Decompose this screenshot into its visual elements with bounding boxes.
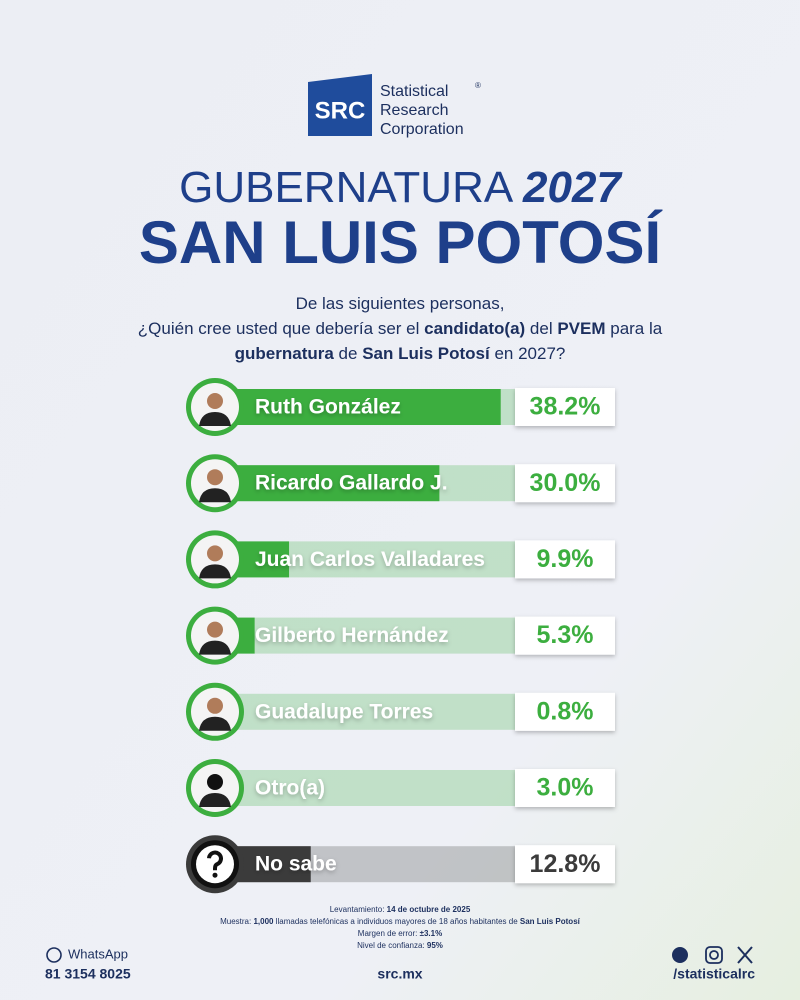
text-line: ¿Quién cree usted que debería ser el can… xyxy=(138,319,663,338)
logo: SRC Statistical ® Research Corporation xyxy=(308,74,481,138)
avatar-body xyxy=(199,412,231,426)
bars: 38.2% Ruth González 30.0% Ricardo Gallardo … xyxy=(186,378,615,894)
text-segment: 14 de octubre de 2025 xyxy=(387,905,471,914)
notes: Levantamiento: 14 de octubre de 2025 Mues… xyxy=(220,905,581,950)
subtitle: SAN LUIS POTOSÍ xyxy=(139,209,663,276)
category-label: Otro(a) xyxy=(255,777,325,800)
x-icon[interactable] xyxy=(737,946,753,964)
bar xyxy=(215,389,501,425)
text-segment: en 2027? xyxy=(490,344,566,363)
category-label: Guadalupe Torres xyxy=(255,700,433,723)
value-label: 38.2% xyxy=(530,393,601,421)
logo-line: Corporation xyxy=(380,121,464,138)
text-segment: Nivel de confianza: xyxy=(357,941,427,950)
text-line: Muestra: 1,000 llamadas telefónicas a in… xyxy=(220,917,581,926)
category-label: Ruth González xyxy=(255,396,401,419)
text-segment: llamadas telefónicas a individuos mayore… xyxy=(273,917,519,926)
category-label: Juan Carlos Valladares xyxy=(255,548,485,571)
value-box xyxy=(515,769,615,807)
logo-mark: ® xyxy=(475,81,481,90)
category-label: No sabe xyxy=(255,853,337,876)
title: GUBERNATURA 2027 xyxy=(179,163,623,212)
avatar-head xyxy=(207,774,223,790)
avatar-head xyxy=(207,697,223,714)
question-icon xyxy=(207,850,223,871)
whatsapp-icon xyxy=(46,947,62,963)
phone[interactable]: 81 3154 8025 xyxy=(45,966,131,982)
text-segment: De las siguientes personas, xyxy=(296,294,505,313)
text-segment: San Luis Potosí xyxy=(362,344,491,363)
value-box xyxy=(515,388,615,426)
instagram-icon[interactable] xyxy=(705,946,723,964)
bar-track xyxy=(215,617,515,654)
text-line: Levantamiento: 14 de octubre de 2025 xyxy=(330,905,471,914)
text-segment: 1,000 xyxy=(253,917,274,926)
title-text: GUBERNATURA xyxy=(179,163,514,212)
footer: WhatsApp 81 3154 8025 src.mx /statistica… xyxy=(45,946,755,982)
value-box xyxy=(515,540,615,579)
text-segment: Margen de error: xyxy=(358,929,420,938)
logo-box xyxy=(308,74,372,136)
whatsapp-label: WhatsApp xyxy=(68,946,128,961)
text-line: Margen de error: ±3.1% xyxy=(358,929,442,938)
text-segment: candidato(a) xyxy=(424,319,525,338)
text-line: De las siguientes personas, xyxy=(296,294,505,313)
avatar-head xyxy=(207,545,223,562)
value-box xyxy=(515,616,615,655)
text-line: Nivel de confianza: 95% xyxy=(357,941,443,950)
handle[interactable]: /statisticalrc xyxy=(673,966,755,982)
text-segment: gubernatura xyxy=(235,344,335,363)
avatar-body xyxy=(199,716,231,731)
title-year: 2027 xyxy=(522,163,623,212)
facebook-icon[interactable] xyxy=(672,947,688,963)
value-label: 3.0% xyxy=(537,774,594,802)
value-label: 30.0% xyxy=(530,469,601,497)
instagram-lens xyxy=(709,950,719,960)
text-line: gubernatura de San Luis Potosí en 2027? xyxy=(235,344,566,363)
avatar-body xyxy=(199,640,231,655)
value-label: 5.3% xyxy=(537,621,594,649)
avatar-head xyxy=(207,469,223,486)
logo-abbr: SRC xyxy=(315,97,366,124)
bar-track xyxy=(215,770,515,806)
text-segment: Muestra: xyxy=(220,917,253,926)
category-label: Ricardo Gallardo J. xyxy=(255,472,448,495)
avatar-head xyxy=(207,393,223,409)
text-segment: 95% xyxy=(427,941,443,950)
text-segment: ±3.1% xyxy=(420,929,443,938)
value-box xyxy=(515,845,615,884)
avatar-body xyxy=(199,793,231,807)
avatar-head xyxy=(207,621,223,638)
text-segment: de xyxy=(334,344,362,363)
site-link[interactable]: src.mx xyxy=(377,966,422,982)
bar-track xyxy=(215,693,515,730)
text-segment: del xyxy=(525,319,557,338)
text-segment: ¿Quién cree usted que debería ser el xyxy=(138,319,424,338)
question: De las siguientes personas, ¿Quién cree u… xyxy=(138,294,663,363)
value-box xyxy=(515,692,615,731)
question-dot xyxy=(212,872,218,878)
logo-line: Research xyxy=(380,102,448,119)
value-label: 0.8% xyxy=(537,697,594,725)
value-label: 12.8% xyxy=(530,850,601,878)
value-box xyxy=(515,464,615,503)
avatar-body xyxy=(199,488,231,503)
logo-line: Statistical xyxy=(380,83,448,100)
text-segment: San Luis Potosí xyxy=(520,917,581,926)
avatar-body xyxy=(199,564,231,579)
bar xyxy=(215,465,440,502)
category-label: Gilberto Hernández xyxy=(255,624,449,647)
text-segment: Levantamiento: xyxy=(330,905,387,914)
value-label: 9.9% xyxy=(537,545,594,573)
text-segment: para la xyxy=(606,319,663,338)
text-segment: PVEM xyxy=(557,319,605,338)
